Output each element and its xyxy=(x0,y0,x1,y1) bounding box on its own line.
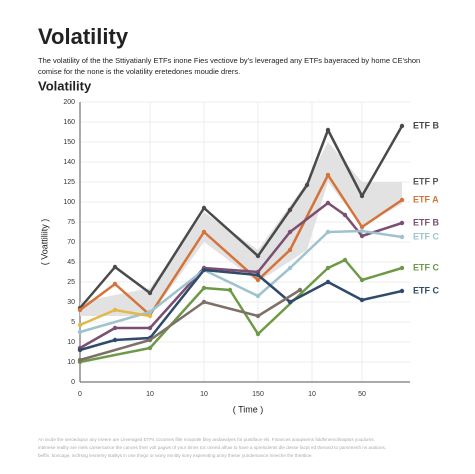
page-title: Volatility xyxy=(38,24,129,49)
point xyxy=(112,337,118,343)
point xyxy=(147,345,153,351)
point xyxy=(77,329,83,335)
y-tick-label: 45 xyxy=(67,259,75,266)
point xyxy=(399,220,405,226)
point xyxy=(287,229,293,235)
point xyxy=(147,309,153,315)
point xyxy=(359,228,365,234)
point xyxy=(287,247,293,253)
point xyxy=(359,224,365,230)
point xyxy=(325,279,331,285)
point xyxy=(227,287,233,293)
point xyxy=(147,337,153,343)
chart-title: Volatility xyxy=(38,78,92,93)
y-tick-label: 150 xyxy=(63,139,75,146)
y-tick-label: 10 xyxy=(67,339,75,346)
point xyxy=(147,313,153,319)
legend-label: ETF P xyxy=(413,176,439,186)
point xyxy=(112,325,118,331)
x-tick-label: 0 xyxy=(78,391,82,398)
point xyxy=(325,200,331,206)
point xyxy=(77,307,83,313)
legend-label: ETF C xyxy=(413,285,439,295)
point xyxy=(325,127,331,133)
x-tick-label: 150 xyxy=(252,391,264,398)
x-tick-label: 10 xyxy=(200,391,208,398)
y-tick-label: 100 xyxy=(63,199,75,206)
point xyxy=(147,290,153,296)
point xyxy=(359,277,365,283)
point xyxy=(112,307,118,313)
point xyxy=(342,257,348,263)
series-line xyxy=(79,201,403,350)
point xyxy=(201,285,207,291)
x-axis-label: ( Time ) xyxy=(233,404,264,414)
x-tick-label: 10 xyxy=(308,391,316,398)
y-tick-label: 0 xyxy=(71,379,75,386)
point xyxy=(77,357,83,363)
y-tick-label: 30 xyxy=(67,299,75,306)
y-tick-label: 5 xyxy=(71,319,75,326)
point xyxy=(201,229,207,235)
point xyxy=(255,277,261,283)
point xyxy=(342,212,348,218)
series-line xyxy=(79,125,404,309)
point xyxy=(77,347,83,353)
y-tick-label: 70 xyxy=(67,239,75,246)
point xyxy=(112,281,118,287)
point xyxy=(359,233,365,239)
point xyxy=(255,331,261,337)
point xyxy=(359,297,365,303)
y-tick-label: 75 xyxy=(67,219,75,226)
point xyxy=(359,193,365,199)
point xyxy=(399,288,405,294)
footer: intenese reallty are mels carsernance th… xyxy=(38,445,386,450)
legend-label: ETF B xyxy=(413,120,439,130)
point xyxy=(77,322,83,328)
point xyxy=(325,265,331,271)
point xyxy=(399,123,405,129)
y-tick-label: 10 xyxy=(67,359,75,366)
point xyxy=(287,207,293,213)
y-tick-label: 160 xyxy=(63,119,75,126)
point xyxy=(287,299,293,305)
subtitle: The volatility of the the Sttiyatianly E… xyxy=(38,56,420,65)
point xyxy=(287,265,293,271)
footer: An incde the seroedupur any rneere are L… xyxy=(38,437,375,442)
subtitle: comise for the none is the volatility er… xyxy=(38,67,240,76)
legend-label: ETF C xyxy=(413,231,439,241)
y-tick-label: 125 xyxy=(63,179,75,186)
point xyxy=(255,293,261,299)
point xyxy=(147,325,153,331)
y-axis-label: ( Voattiliity ) xyxy=(39,219,49,266)
legend-label: ETF A xyxy=(413,194,439,204)
point xyxy=(255,272,261,278)
y-tick-label: 200 xyxy=(63,99,75,106)
point xyxy=(297,287,303,293)
point xyxy=(399,234,405,240)
y-tick-label: 25 xyxy=(67,279,75,286)
point xyxy=(325,229,331,235)
point xyxy=(201,267,207,273)
legend-label: ETF B xyxy=(413,217,439,227)
point xyxy=(201,205,207,211)
point xyxy=(255,253,261,259)
x-tick-label: 50 xyxy=(358,391,366,398)
footer: beffin. boncage, incfrsng lennemy stailt… xyxy=(38,453,313,458)
point xyxy=(399,265,405,271)
point xyxy=(112,264,118,270)
y-tick-label: 140 xyxy=(63,159,75,166)
point xyxy=(399,197,405,203)
point xyxy=(325,172,331,178)
point xyxy=(201,299,207,305)
point xyxy=(255,313,261,319)
legend-label: ETF C xyxy=(413,262,439,272)
point xyxy=(304,182,310,188)
series-line xyxy=(79,229,403,334)
x-tick-label: 10 xyxy=(146,391,154,398)
